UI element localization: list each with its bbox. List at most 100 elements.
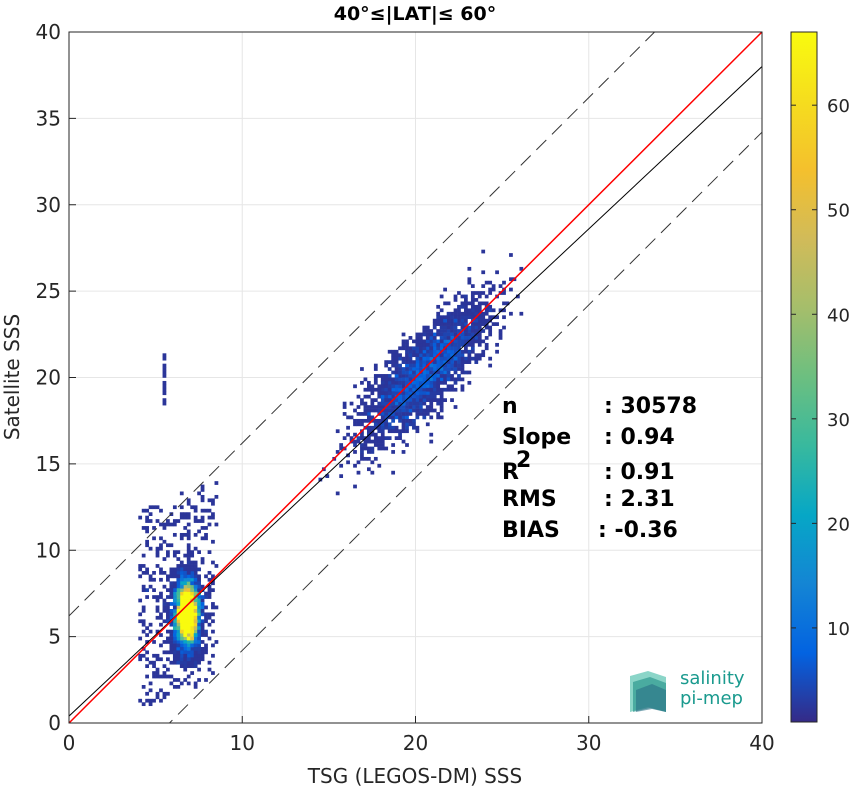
heatmap-cell [408,360,413,364]
heatmap-cell [484,336,489,340]
heatmap-cell [353,450,357,454]
heatmap-cell [467,353,472,358]
heatmap-cell [432,339,437,344]
heatmap-cell [197,653,201,658]
heatmap-cell [179,588,184,593]
heatmap-cell [380,374,385,378]
heatmap-cell [141,629,146,634]
heatmap-cell [436,349,441,354]
heatmap-cell [457,367,461,371]
heatmap-cell [446,349,451,354]
heatmap-cell [335,429,340,434]
heatmap-cell [415,339,420,344]
heatmap-cell [152,536,156,541]
heatmap-cell [380,439,385,444]
heatmap-cell [339,443,344,447]
heatmap-cell [439,308,444,313]
heatmap-cell [373,405,378,409]
heatmap-cell [204,650,208,655]
heatmap-cell [477,353,482,358]
heatmap-cell [183,650,188,655]
heatmap-cell [460,325,465,330]
heatmap-cell [363,394,368,399]
heatmap-cell [162,605,167,610]
heatmap-cell [377,408,382,413]
heatmap-cell [186,681,191,686]
heatmap-cell [387,408,392,413]
heatmap-cell [415,353,420,358]
heatmap-cell [415,405,420,409]
heatmap-cell [429,380,434,385]
heatmap-cell [443,329,447,333]
heatmap-cell [405,408,409,413]
heatmap-cell [197,567,201,572]
heatmap-cell [159,612,163,617]
heatmap-cell [460,332,465,337]
heatmap-cell [439,318,444,323]
heatmap-cell [363,446,368,451]
heatmap-cell [457,308,461,313]
stat-value: : 0.91 [604,460,675,485]
heatmap-cell [377,391,382,396]
heatmap-cell [470,346,475,351]
heatmap-cell [183,526,188,530]
heatmap-cell [384,418,389,423]
heatmap-cell [190,622,195,627]
heatmap-cell [453,318,458,323]
heatmap-cell [193,574,198,579]
heatmap-cell [474,304,479,309]
heatmap-cell [429,377,434,382]
heatmap-cell [193,643,198,648]
y-ticks: 0 5 10 15 20 25 30 35 40 [36,20,76,735]
heatmap-cell [152,698,156,703]
heatmap-cell [162,367,167,371]
heatmap-cell [207,515,212,520]
heatmap-cell [429,415,434,420]
heatmap-cell [172,598,177,603]
heatmap-cell [176,608,181,613]
heatmap-cell [353,384,357,389]
heatmap-cell [425,346,430,351]
heatmap-cell [159,688,163,693]
heatmap-cell [172,553,177,558]
heatmap-cell [152,505,156,510]
heatmap-cell [412,360,416,364]
heatmap-cell [370,439,375,444]
heatmap-cell [474,336,479,340]
heatmap-cell [436,315,441,320]
heatmap-cell [186,532,191,537]
heatmap-cell [387,436,392,440]
heatmap-cell [190,570,195,575]
heatmap-cell [387,384,392,389]
heatmap-cell [190,550,195,554]
heatmap-cell [453,346,458,351]
x-tick-label: 0 [63,731,76,755]
heatmap-cell [159,570,163,575]
heatmap-cell [166,602,170,606]
stat-label-superscript: 2 [516,448,531,473]
heatmap-cell [197,657,201,662]
heatmap-cell [179,643,184,648]
heatmap-cell [193,598,198,603]
heatmap-cell [193,508,198,513]
heatmap-cell [166,640,170,644]
heatmap-cell [425,325,430,330]
heatmap-cell [450,360,454,364]
heatmap-cell [186,550,191,554]
heatmap-cell [380,405,385,409]
heatmap-cell [179,615,184,620]
heatmap-cell [453,322,458,326]
heatmap-cell [446,367,451,371]
heatmap-cell [360,398,364,402]
heatmap-cell [162,650,167,655]
heatmap-cell [460,318,465,323]
heatmap-cell [207,612,212,617]
heatmap-cell [138,567,143,572]
heatmap-cell [162,695,167,700]
heatmap-cell [457,322,461,326]
heatmap-cell [457,377,461,382]
heatmap-cell [179,629,184,634]
heatmap-cell [405,374,409,378]
heatmap-cell [211,605,215,610]
heatmap-cell [453,342,458,347]
